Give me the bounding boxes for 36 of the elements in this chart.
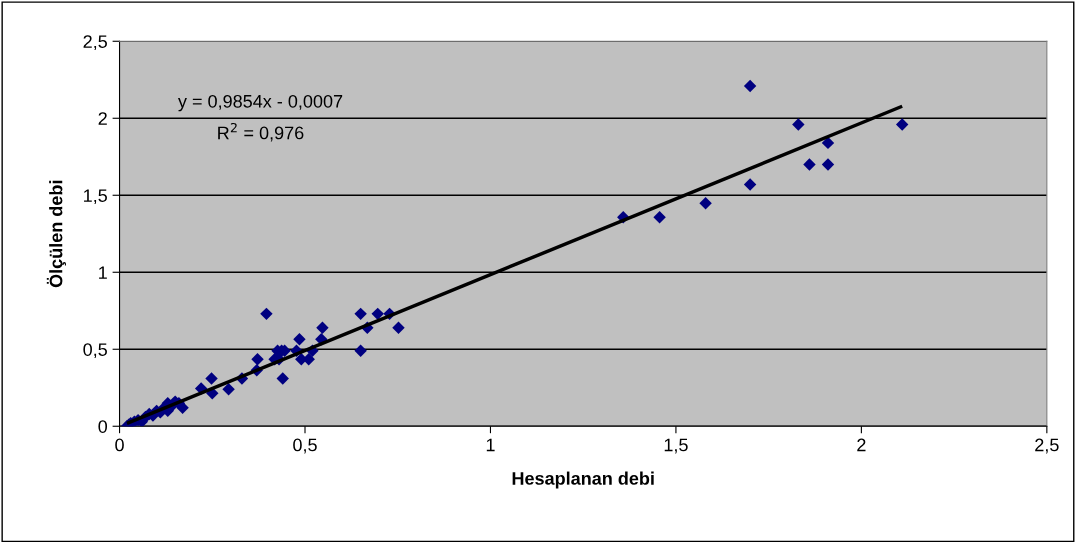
point bbox=[821, 136, 835, 150]
point bbox=[699, 197, 712, 210]
point bbox=[260, 307, 273, 321]
x-tick-label: 1 bbox=[486, 438, 495, 452]
y-tick-label: 1 bbox=[99, 266, 107, 279]
point bbox=[792, 118, 805, 131]
point bbox=[276, 372, 289, 385]
y-tick-label: 0 bbox=[98, 420, 108, 433]
point bbox=[251, 353, 264, 366]
point bbox=[803, 158, 816, 171]
point bbox=[354, 344, 367, 358]
x-axis-title: Hesaplanan debi bbox=[512, 471, 654, 489]
annotation: y = 0,9854x - 0,0007 bbox=[177, 94, 343, 112]
point bbox=[392, 321, 405, 334]
point bbox=[371, 307, 384, 321]
point bbox=[205, 372, 218, 385]
point bbox=[743, 178, 757, 191]
annotation: R$^{2}$ = 0,976 bbox=[218, 122, 304, 142]
x-tick-label: 0,5 bbox=[293, 438, 317, 454]
point bbox=[293, 333, 306, 346]
point bbox=[354, 307, 367, 321]
y-tick-label: 2 bbox=[98, 112, 107, 125]
y-tick-label: 1,5 bbox=[84, 189, 107, 205]
x-tick-label: 0 bbox=[115, 438, 124, 452]
y-axis-title: Ölçülen debi bbox=[46, 180, 66, 288]
x-tick-label: 1,5 bbox=[664, 438, 688, 454]
point bbox=[316, 321, 329, 334]
point bbox=[821, 158, 835, 171]
x-tick-label: 2,5 bbox=[1035, 438, 1059, 454]
y-tick-label: 0,5 bbox=[83, 343, 107, 359]
x-tick-label: 2 bbox=[857, 438, 866, 452]
y-tick-label: 2,5 bbox=[83, 35, 107, 51]
point bbox=[895, 118, 909, 131]
point bbox=[653, 211, 666, 224]
point bbox=[743, 79, 757, 93]
point bbox=[222, 383, 235, 396]
